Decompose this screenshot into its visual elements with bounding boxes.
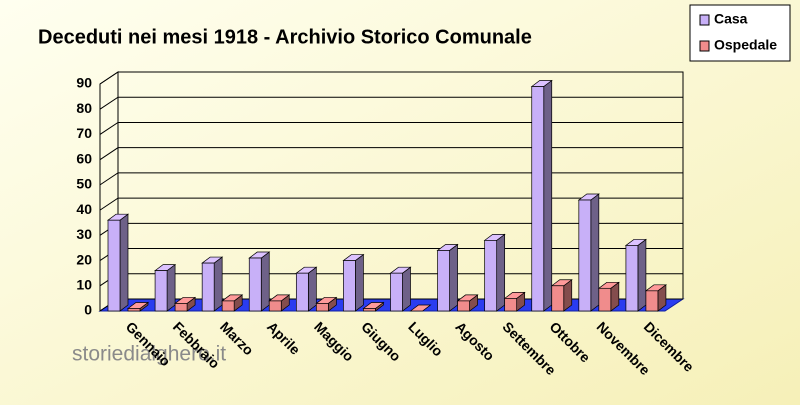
- bar-front: [484, 240, 498, 312]
- legend-box: [689, 4, 791, 62]
- bar: [174, 296, 197, 312]
- bar-front: [363, 308, 376, 312]
- bar: [106, 213, 130, 312]
- bar: [624, 238, 647, 312]
- bar-front: [504, 298, 518, 312]
- bar: [483, 233, 506, 312]
- bar: [268, 294, 291, 312]
- grid-line: [99, 96, 683, 110]
- bar: [456, 294, 479, 312]
- bar-side: [637, 238, 647, 312]
- legend: Casa Ospedale: [689, 4, 791, 62]
- bar-side: [213, 256, 223, 312]
- bar: [530, 79, 553, 312]
- y-tick-label: 60: [76, 150, 92, 166]
- bar: [342, 253, 365, 312]
- bar-front: [174, 303, 188, 312]
- bar-front: [107, 219, 121, 312]
- bar: [644, 284, 667, 312]
- y-tick-label: 20: [76, 251, 92, 267]
- bar-front: [343, 260, 356, 312]
- y-tick-label: 30: [76, 226, 92, 242]
- bar: [248, 251, 271, 312]
- legend-swatch: [699, 40, 710, 52]
- bar-side: [260, 251, 270, 312]
- bar-front: [578, 199, 592, 312]
- grid-line: [99, 147, 683, 161]
- bar-side: [307, 266, 317, 312]
- bar-side: [543, 79, 553, 312]
- bar-side: [402, 266, 411, 312]
- grid-line: [99, 172, 683, 186]
- bar: [436, 243, 459, 312]
- legend-label: Casa: [714, 11, 748, 27]
- y-tick-label: 40: [76, 201, 92, 217]
- bar-front: [295, 272, 309, 312]
- bar-front: [551, 285, 565, 312]
- bar-side: [355, 253, 364, 312]
- bar: [362, 301, 385, 312]
- bar: [201, 256, 224, 312]
- bar-front: [127, 308, 141, 312]
- y-tick-label: 0: [84, 302, 92, 318]
- y-tick-label: 90: [76, 75, 92, 91]
- bar-side: [166, 263, 176, 312]
- watermark: storiedialghero.it: [72, 343, 226, 366]
- bar-front: [201, 262, 215, 312]
- bar-front: [645, 290, 659, 312]
- y-tick-label: 50: [76, 176, 92, 192]
- bar-side: [449, 243, 458, 312]
- grid-line: [99, 71, 683, 85]
- bar: [389, 266, 412, 312]
- bar-front: [625, 245, 639, 312]
- y-tick-label: 10: [76, 276, 92, 292]
- bar-side: [496, 233, 506, 312]
- bar: [597, 281, 620, 312]
- bar: [126, 301, 150, 312]
- bar: [315, 296, 338, 312]
- chart-title: Deceduti nei mesi 1918 - Archivio Storic…: [38, 26, 532, 48]
- bar-front: [598, 287, 612, 312]
- legend-label: Ospedale: [714, 37, 777, 53]
- bar: [295, 266, 318, 312]
- bar: [409, 304, 432, 312]
- bar-front: [221, 300, 235, 312]
- y-tick-label: 80: [76, 100, 92, 116]
- bar: [550, 279, 573, 312]
- grid-line: [99, 121, 683, 135]
- bar-front: [154, 270, 168, 312]
- bar-front: [315, 303, 329, 312]
- bar-front: [248, 257, 262, 312]
- bar-front: [457, 300, 470, 312]
- bar: [154, 263, 177, 312]
- bar-front: [390, 272, 403, 312]
- bar: [577, 193, 600, 312]
- bar-front: [268, 300, 282, 312]
- bar-front: [531, 86, 545, 312]
- bar-side: [119, 213, 129, 312]
- bar-front: [437, 250, 450, 312]
- bar-side: [590, 193, 600, 312]
- bar-top: [409, 304, 432, 312]
- grid-line: [99, 197, 683, 211]
- bar: [221, 294, 244, 312]
- y-tick-label: 70: [76, 125, 92, 141]
- bar: [503, 291, 526, 312]
- legend-swatch: [699, 14, 710, 26]
